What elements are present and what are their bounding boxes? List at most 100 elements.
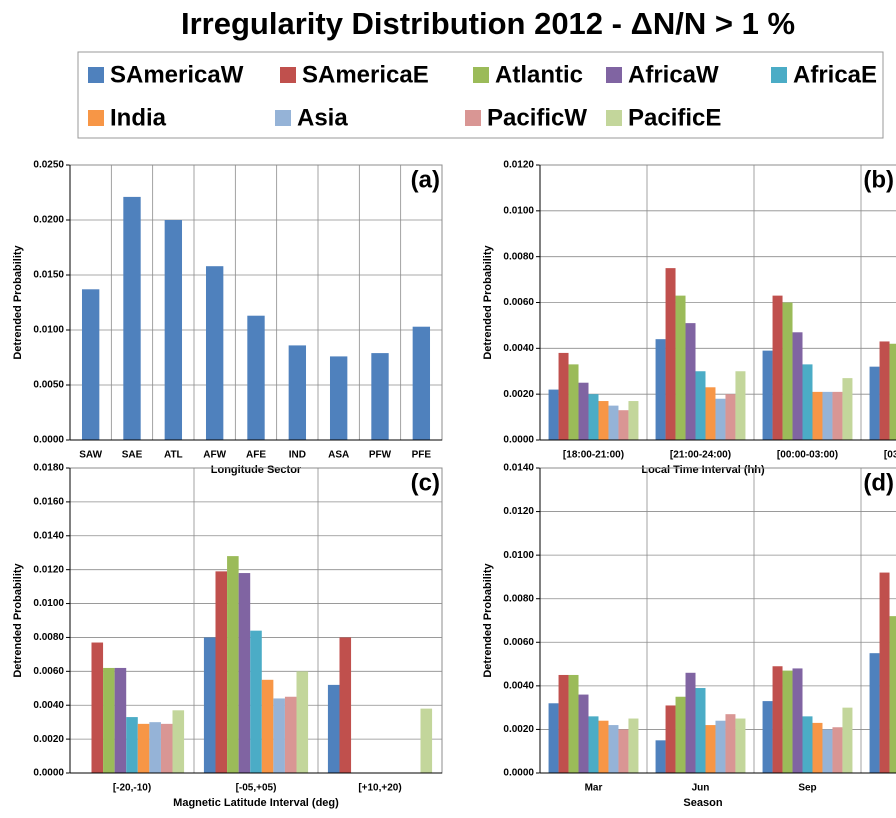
bar bbox=[250, 630, 262, 773]
legend-label: PacificE bbox=[628, 104, 721, 131]
bar bbox=[762, 350, 773, 440]
legend-label: SAmericaW bbox=[110, 61, 244, 88]
bar bbox=[772, 666, 783, 773]
legend-label: Atlantic bbox=[495, 61, 583, 88]
bar bbox=[81, 289, 100, 440]
bar bbox=[420, 708, 433, 773]
bar bbox=[227, 556, 239, 773]
y-tick-label: 0.0150 bbox=[33, 270, 64, 281]
bar bbox=[735, 718, 746, 773]
bar bbox=[114, 667, 127, 773]
bar bbox=[869, 653, 880, 773]
bar bbox=[889, 616, 896, 773]
bar bbox=[327, 684, 340, 773]
x-tick-label: AFW bbox=[203, 450, 226, 461]
legend-swatch bbox=[465, 110, 481, 126]
bar bbox=[685, 672, 696, 773]
bar bbox=[273, 698, 285, 773]
bar bbox=[548, 389, 559, 440]
y-tick-label: 0.0120 bbox=[33, 564, 64, 575]
x-tick-label: PFE bbox=[412, 450, 432, 461]
y-tick-label: 0.0040 bbox=[503, 680, 534, 691]
series: SAmericaW bbox=[203, 637, 340, 773]
series: AfricaW bbox=[578, 323, 803, 440]
bar bbox=[802, 716, 813, 773]
bar bbox=[879, 341, 890, 440]
x-tick-label: [03:00-06:00) bbox=[884, 450, 896, 461]
y-tick-label: 0.0020 bbox=[503, 389, 534, 400]
bar bbox=[705, 387, 716, 440]
y-tick-label: 0.0050 bbox=[33, 380, 64, 391]
bar bbox=[164, 220, 183, 440]
series: PacificW bbox=[160, 696, 297, 773]
panel-label: (d) bbox=[863, 469, 894, 496]
bar bbox=[889, 343, 896, 440]
bar bbox=[103, 667, 115, 773]
x-tick-label: [21:00-24:00) bbox=[670, 450, 731, 461]
bar bbox=[822, 391, 833, 440]
series: AfricaE bbox=[126, 630, 262, 773]
legend-swatch bbox=[771, 67, 787, 83]
y-tick-label: 0.0250 bbox=[33, 160, 64, 171]
series: PacificE bbox=[628, 371, 853, 440]
bar bbox=[578, 694, 589, 773]
series: AfricaE bbox=[588, 688, 813, 773]
x-tick-label: Jun bbox=[692, 783, 710, 794]
bar bbox=[695, 371, 706, 440]
bar bbox=[665, 268, 676, 440]
y-tick-label: 0.0100 bbox=[33, 598, 64, 609]
figure-title: Irregularity Distribution 2012 - ΔN/N > … bbox=[181, 6, 795, 41]
bar bbox=[618, 410, 629, 440]
y-tick-label: 0.0120 bbox=[503, 160, 534, 171]
y-tick-label: 0.0100 bbox=[503, 550, 534, 561]
series: SAmericaW bbox=[548, 339, 880, 440]
bar bbox=[598, 720, 609, 773]
series: SAmericaE bbox=[91, 571, 352, 773]
bar bbox=[149, 722, 161, 773]
x-axis-label: Season bbox=[683, 797, 722, 809]
bar bbox=[782, 302, 793, 440]
legend-label: India bbox=[110, 104, 167, 131]
bar bbox=[715, 720, 726, 773]
y-axis-label: Detrended Probability bbox=[12, 244, 24, 359]
x-tick-label: [-20,-10) bbox=[113, 783, 151, 794]
bar bbox=[812, 722, 823, 773]
y-tick-label: 0.0100 bbox=[503, 205, 534, 216]
bar bbox=[792, 332, 803, 440]
legend-label: AfricaW bbox=[628, 61, 719, 88]
bar bbox=[685, 323, 696, 440]
x-tick-label: SAW bbox=[79, 450, 102, 461]
series: Atlantic bbox=[568, 295, 896, 440]
bar bbox=[568, 364, 579, 440]
y-tick-label: 0.0100 bbox=[33, 325, 64, 336]
series: India bbox=[137, 679, 274, 773]
series: AfricaE bbox=[588, 364, 813, 440]
series: SAmericaE bbox=[558, 268, 890, 440]
y-tick-label: 0.0180 bbox=[33, 463, 64, 474]
bar bbox=[203, 637, 216, 773]
x-tick-label: ATL bbox=[164, 450, 183, 461]
legend-label: PacificW bbox=[487, 104, 587, 131]
bar bbox=[879, 572, 890, 773]
y-tick-label: 0.0020 bbox=[33, 734, 64, 745]
series: PacificE bbox=[628, 707, 853, 773]
bar bbox=[842, 378, 853, 440]
series: Asia bbox=[608, 720, 833, 773]
bar bbox=[205, 266, 224, 440]
bar bbox=[725, 714, 736, 773]
bar bbox=[675, 295, 686, 440]
y-tick-label: 0.0060 bbox=[503, 637, 534, 648]
bar bbox=[238, 573, 251, 773]
series: Asia bbox=[608, 391, 833, 440]
bar bbox=[548, 703, 559, 773]
series: PacificW bbox=[618, 391, 843, 440]
bar bbox=[735, 371, 746, 440]
bar bbox=[339, 637, 352, 773]
x-tick-label: [00:00-03:00) bbox=[777, 450, 838, 461]
bar bbox=[288, 345, 307, 440]
x-tick-label: [18:00-21:00) bbox=[563, 450, 624, 461]
y-tick-label: 0.0080 bbox=[503, 251, 534, 262]
bar bbox=[215, 571, 228, 773]
series: AfricaW bbox=[114, 573, 251, 773]
